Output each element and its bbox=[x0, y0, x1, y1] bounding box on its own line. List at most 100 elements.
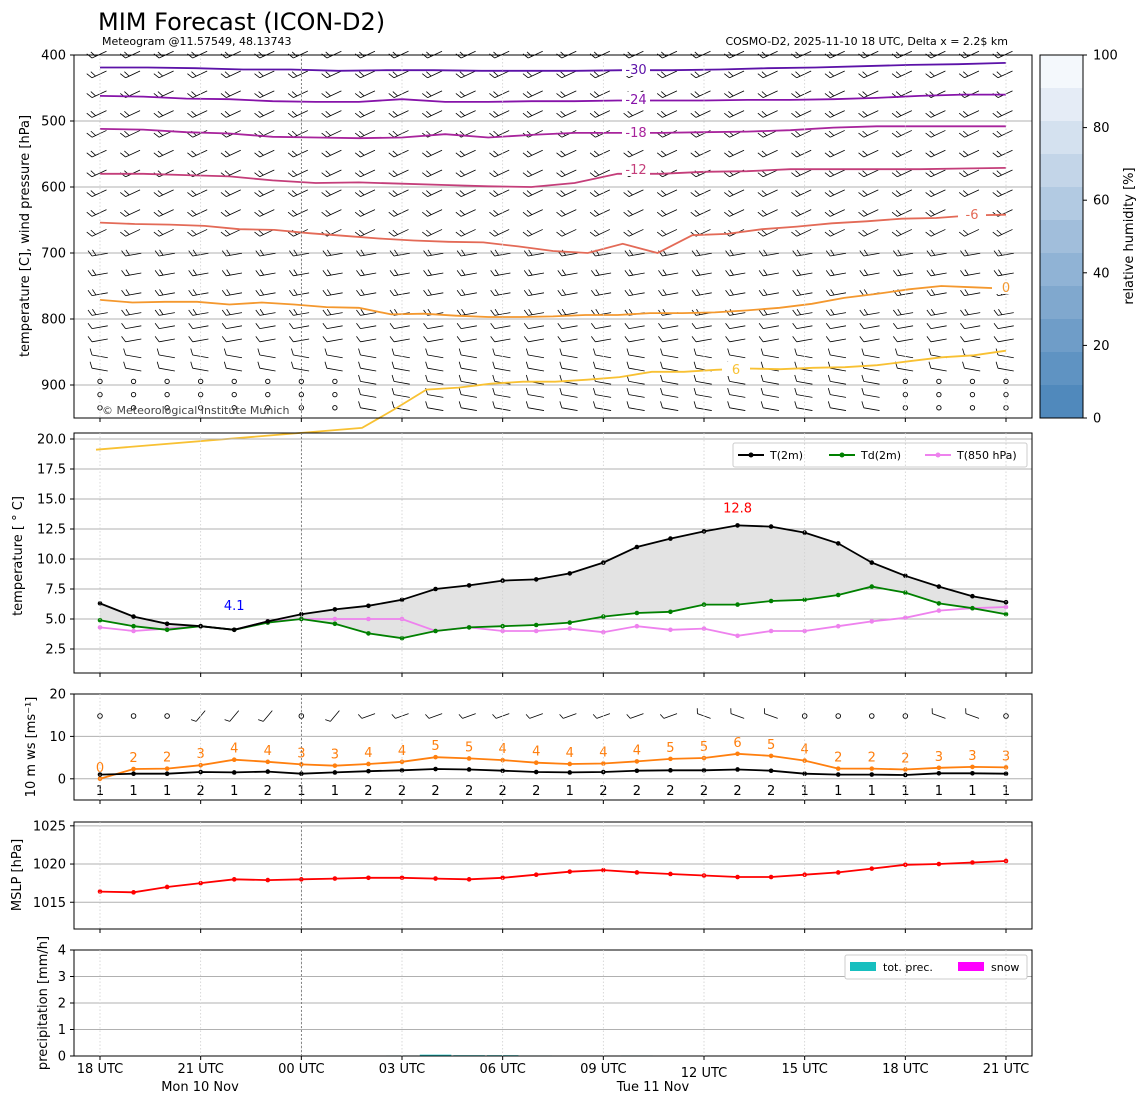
wind-barb bbox=[422, 149, 443, 158]
data-point bbox=[768, 874, 774, 880]
y-tick-label: 7.5 bbox=[45, 583, 66, 598]
wind-barb bbox=[690, 110, 711, 118]
wind-barb bbox=[422, 90, 443, 98]
wind-barb bbox=[255, 269, 276, 277]
data-point bbox=[768, 628, 774, 634]
wind-barb bbox=[658, 289, 679, 296]
wind-barb bbox=[120, 149, 141, 158]
data-point bbox=[533, 769, 539, 775]
wind-value-label: 4 bbox=[532, 745, 540, 760]
wind-barb bbox=[287, 209, 309, 217]
data-point bbox=[903, 573, 908, 579]
data-point bbox=[903, 590, 908, 595]
wind-barb bbox=[321, 70, 342, 79]
wind-barb bbox=[257, 361, 276, 372]
wind-barb bbox=[289, 289, 310, 296]
wind-barb bbox=[724, 209, 745, 217]
wind-barb bbox=[660, 374, 679, 385]
wind-barb bbox=[221, 309, 243, 316]
wind-barb bbox=[763, 708, 778, 719]
wind-barb bbox=[321, 90, 342, 98]
wind-barb bbox=[589, 229, 611, 237]
date-label: Tue 11 Nov bbox=[616, 1080, 690, 1095]
wind-barb bbox=[522, 110, 543, 118]
wind-barb bbox=[861, 348, 880, 359]
wind-barb bbox=[489, 229, 510, 237]
isotherm-line bbox=[99, 213, 1007, 254]
data-point bbox=[768, 753, 774, 759]
wind-barb bbox=[223, 348, 243, 359]
data-point bbox=[601, 761, 606, 766]
calm-wind-marker bbox=[332, 391, 338, 398]
calm-wind-marker bbox=[902, 713, 909, 719]
wind-barb bbox=[624, 336, 645, 343]
wind-barb bbox=[960, 309, 981, 316]
data-point bbox=[332, 763, 338, 768]
wind-barb bbox=[187, 209, 208, 217]
wind-barb bbox=[791, 189, 812, 197]
wind-barb bbox=[254, 70, 275, 79]
x-axis: 18 UTC 21 UTC 00 UTC 03 UTC 06 UTC 09 UTC 12 U… bbox=[77, 55, 1029, 1095]
data-point bbox=[668, 536, 673, 541]
wind-barb bbox=[556, 130, 577, 138]
wind-barb bbox=[824, 169, 845, 178]
wind-barb bbox=[556, 169, 577, 178]
wind-barb bbox=[992, 229, 1013, 237]
wind-barb bbox=[121, 336, 142, 343]
y-tick-label: 12.5 bbox=[37, 523, 66, 538]
wind-barb bbox=[321, 149, 342, 158]
wind-barb bbox=[958, 229, 980, 237]
wind-barb bbox=[660, 401, 679, 411]
wind-barb bbox=[758, 289, 779, 296]
wind-barb bbox=[188, 269, 209, 277]
data-point bbox=[936, 601, 942, 606]
wind-barb bbox=[556, 70, 577, 79]
data-point bbox=[601, 614, 606, 619]
wind-barb bbox=[153, 209, 174, 217]
precip-bar bbox=[419, 1054, 452, 1056]
colorbar-cell bbox=[1040, 121, 1083, 154]
wind-barb bbox=[792, 289, 813, 296]
data-point bbox=[970, 605, 975, 611]
wind-barb bbox=[557, 309, 578, 316]
wind-barb bbox=[490, 322, 511, 329]
wind-barb bbox=[254, 209, 275, 217]
upper-air-ylabel: temperature [C], wind pressure [hPa] bbox=[18, 115, 33, 357]
data-point bbox=[735, 767, 740, 772]
wind-barb bbox=[456, 336, 477, 343]
wind-barb bbox=[690, 90, 711, 98]
series-line bbox=[99, 860, 1007, 894]
y-tick-label: 500 bbox=[41, 115, 66, 130]
precip-ylabel: precipitation [mm/h] bbox=[36, 936, 51, 1070]
wind-barb bbox=[187, 229, 208, 237]
data-point bbox=[231, 877, 237, 882]
wind-barb bbox=[87, 309, 108, 316]
data-point bbox=[433, 766, 438, 772]
wind-barb bbox=[626, 388, 645, 398]
wind-value-label: 1 bbox=[935, 784, 943, 799]
wind-barb bbox=[358, 361, 377, 372]
wind-barb bbox=[322, 249, 343, 257]
humidity-colorbar: 0 20 40 60 80 100 relative humidity [%] bbox=[1039, 49, 1137, 427]
wind-barb bbox=[825, 269, 847, 277]
wind-barb bbox=[492, 713, 510, 719]
wind-barb bbox=[824, 130, 845, 138]
wind-barb bbox=[893, 322, 914, 329]
wind-barb bbox=[354, 229, 376, 237]
wind-barb bbox=[589, 130, 611, 138]
wind-barb bbox=[724, 229, 745, 237]
wind-barb bbox=[358, 401, 377, 411]
y-tick-label: 20 bbox=[49, 688, 66, 703]
x-tick-label: 21 UTC bbox=[177, 1062, 223, 1077]
wind-barb bbox=[893, 269, 914, 277]
wind-barb bbox=[220, 130, 241, 138]
wind-barb bbox=[960, 336, 981, 343]
data-point bbox=[601, 629, 606, 635]
wind-value-label: 3 bbox=[968, 749, 976, 764]
data-point bbox=[433, 628, 438, 634]
x-tick-label: 15 UTC bbox=[781, 1062, 827, 1077]
wind-barb bbox=[224, 710, 240, 722]
y-tick-label: 600 bbox=[41, 181, 66, 196]
wind-barb bbox=[287, 90, 309, 98]
wind-value-label: 1 bbox=[1002, 784, 1010, 799]
